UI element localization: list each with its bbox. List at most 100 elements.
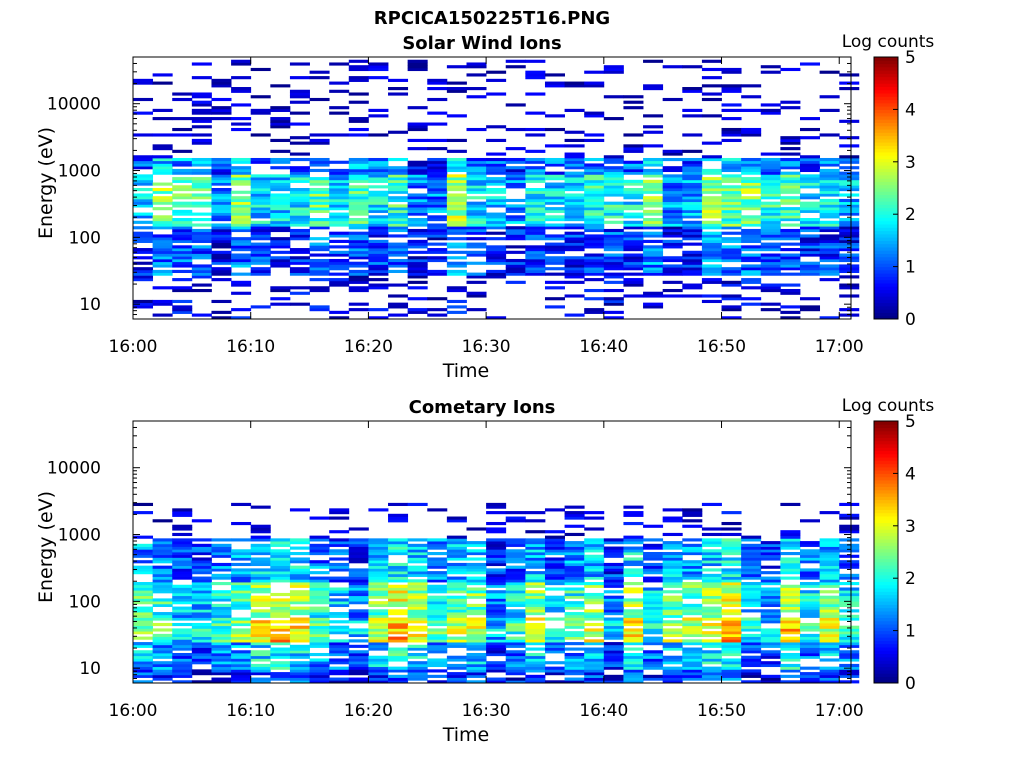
heatmap-cell [839,286,860,290]
heatmap-cell [721,237,742,241]
heatmap-cell [623,242,644,246]
heatmap-cell [191,598,212,602]
heatmap-cell [721,160,742,164]
heatmap-cell [348,280,369,284]
heatmap-cell [388,250,409,254]
heatmap-cell [329,280,350,284]
heatmap-cell [544,234,565,238]
heatmap-cell [819,584,840,588]
heatmap-cell [211,622,232,627]
heatmap-cell [348,661,369,665]
heatmap-cell [643,182,664,186]
heatmap-cell [741,228,762,233]
heatmap-cell [584,166,605,170]
heatmap-cell [819,70,840,74]
heatmap-cell [662,680,683,684]
heatmap-cell [564,242,585,246]
heatmap-cell [250,549,271,553]
heatmap-cell [505,576,526,580]
heatmap-cell [682,65,703,69]
heatmap-cell [662,188,683,192]
heatmap-cell [466,168,487,173]
heatmap-cell [270,84,291,88]
heatmap-cell [368,174,389,178]
colorbar-segment [874,302,898,307]
heatmap-cell [309,625,330,629]
heatmap-cell [701,204,722,208]
heatmap-cell [329,658,350,662]
heatmap-cell [211,269,232,274]
heatmap-cell [388,261,409,265]
heatmap-cell [603,168,624,173]
heatmap-cell [289,565,310,569]
heatmap-cell [388,538,409,542]
heatmap-cell [741,177,762,181]
colorbar-segment [874,614,898,618]
heatmap-cell [388,601,409,605]
heatmap-cell [584,185,605,189]
heatmap-cell [191,543,212,547]
heatmap-cell [682,674,703,678]
heatmap-cell [250,598,271,602]
heatmap-cell [427,81,448,85]
heatmap-cell [701,601,722,605]
heatmap-cell [289,666,310,670]
heatmap-cell [643,209,664,213]
heatmap-cell [407,677,428,681]
heatmap-cell [760,242,781,246]
heatmap-cell [780,622,801,627]
heatmap-cell [172,672,193,676]
heatmap-cell [799,601,821,605]
heatmap-cell [133,546,154,550]
heatmap-cell [525,258,546,263]
colorbar-segment [874,643,898,648]
heatmap-cell [211,179,232,183]
heatmap-cell [191,188,212,192]
heatmap-cell [446,552,467,556]
heatmap-cell [309,168,330,173]
heatmap-cell [584,617,605,621]
heatmap-cell [819,174,840,178]
heatmap-cell [741,680,762,684]
heatmap-cell [544,538,565,542]
heatmap-cell [525,655,546,659]
heatmap-cell [133,239,154,243]
heatmap-cell [564,215,585,219]
heatmap-cell [309,661,330,665]
colorbar-segment [874,561,898,566]
heatmap-cell [231,223,252,227]
heatmap-cell [211,212,232,216]
heatmap-cell [289,576,310,580]
heatmap-cell [799,552,821,556]
x-axis-label: Time [442,360,490,382]
heatmap-cell [289,166,310,170]
heatmap-cell [603,297,624,301]
heatmap-cell [643,562,664,567]
heatmap-cell [407,179,428,183]
heatmap-cell [603,562,624,567]
heatmap-cell [348,617,369,621]
heatmap-cell [388,543,409,547]
heatmap-cell [191,163,212,167]
heatmap-cell [289,291,310,295]
heatmap-cell [172,636,193,640]
heatmap-cell [466,177,487,181]
heatmap-cell [721,568,742,572]
heatmap-cell [407,297,428,301]
heatmap-cell [309,636,330,640]
heatmap-cell [780,67,801,72]
heatmap-cell [623,663,644,668]
heatmap-cell [525,584,546,588]
heatmap-cell [270,614,291,618]
heatmap-cell [701,579,722,583]
heatmap-cell [250,587,271,591]
heatmap-cell [270,207,291,211]
colorbar-segment [874,637,898,641]
heatmap-cell [250,562,271,567]
heatmap-cell [388,639,409,643]
heatmap-cell [603,155,624,159]
heatmap-cell [505,258,526,263]
heatmap-cell [662,642,683,646]
heatmap-cell [544,535,565,539]
heatmap-cell [584,612,605,616]
